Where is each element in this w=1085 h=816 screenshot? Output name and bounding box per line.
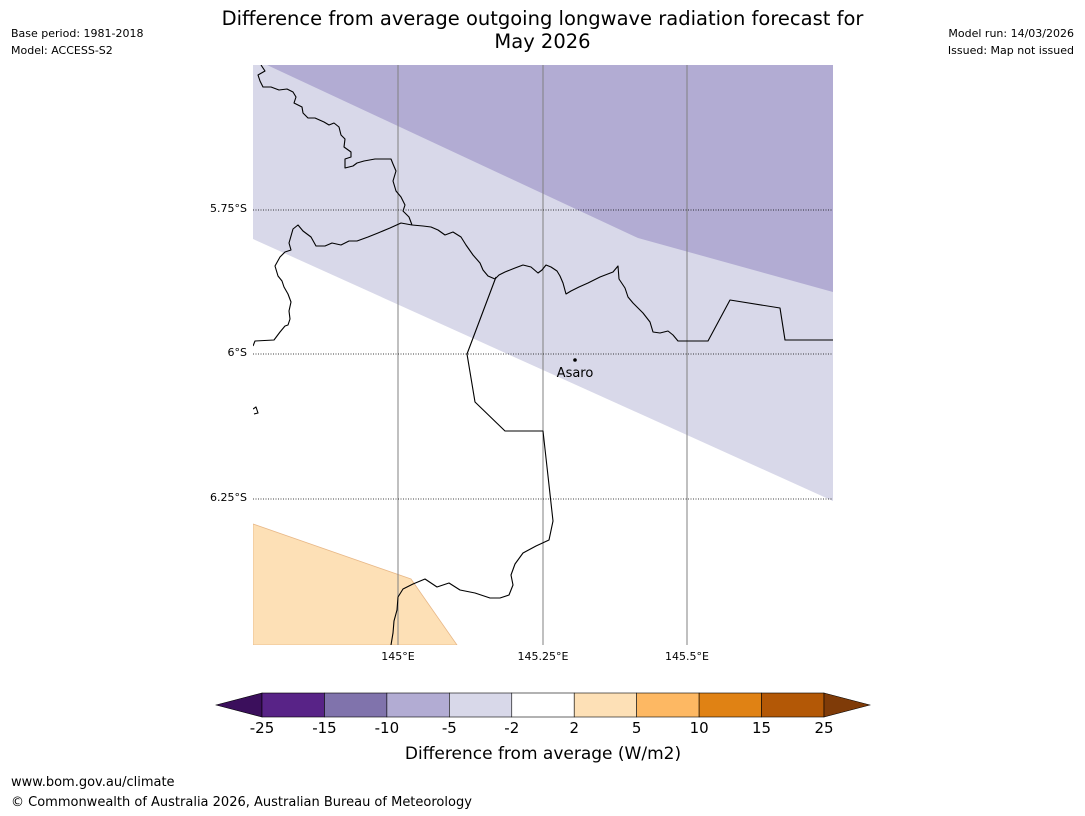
colorbar-segment [449,692,513,718]
colorbar-segment [698,692,762,718]
header-left: Base period: 1981-2018 Model: ACCESS-S2 [11,25,143,59]
footer-url: www.bom.gov.au/climate [11,775,175,790]
colorbar-extend-high [823,692,871,718]
colorbar-tick-label: -5 [441,719,457,737]
footer-copyright: © Commonwealth of Australia 2026, Austra… [11,795,472,810]
colorbar-segment [761,692,825,718]
colorbar-segment [511,692,575,718]
colorbar-tick-label: -10 [374,719,400,737]
border-west-fragment [253,406,259,415]
longitude-gridlines [397,65,688,645]
model-run-text: Model run: 14/03/2026 [948,27,1074,40]
province-borders [253,65,833,645]
map-title: Difference from average outgoing longwav… [0,7,1085,53]
colorbar-tick-label: -25 [249,719,275,737]
lat-label-6-25s: 6.25°S [210,491,247,504]
colorbar-segment [573,692,637,718]
lon-label-145-5e: 145.5°E [665,650,709,663]
anomaly-band-plus-2-to-5 [253,523,458,645]
lat-label-6s: 6°S [227,346,247,359]
colorbar-tick-label: -15 [312,719,337,737]
colorbar-segment [386,692,450,718]
colorbar-tick-label: 5 [631,719,642,737]
lat-label-5-75s: 5.75°S [210,202,247,215]
colorbar-tick-label: -2 [504,719,520,737]
colorbar-segment [261,692,325,718]
border-central [253,222,833,347]
colorbar-tick-label: 25 [814,719,834,737]
town-marker-asaro [573,358,577,362]
lon-label-145-25e: 145.25°E [517,650,569,663]
model-text: Model: ACCESS-S2 [11,44,113,57]
header-right: Model run: 14/03/2026 Issued: Map not is… [948,25,1074,59]
colorbar-segments [261,692,825,718]
colorbar-segment [324,692,388,718]
colorbar-tick-label: 10 [689,719,709,737]
issued-text: Issued: Map not issued [947,44,1074,57]
colorbar-title: Difference from average (W/m2) [404,744,682,764]
colorbar-tick-label: 15 [752,719,772,737]
title-line-1: Difference from average outgoing longwav… [221,7,864,30]
town-label-asaro: Asaro [557,366,594,381]
lon-label-145e: 145°E [381,650,415,663]
colorbar-extend-low [215,692,263,718]
border-north [257,65,413,226]
border-south [390,276,554,645]
colorbar-tick-label: 2 [569,719,579,737]
forecast-map: Asaro [253,65,833,645]
colorbar [215,692,871,718]
anomaly-band-minus-10-to-5 [267,65,833,292]
base-period-text: Base period: 1981-2018 [11,27,144,40]
title-line-2: May 2026 [494,30,591,53]
colorbar-segment [636,692,700,718]
latitude-gridlines [253,209,833,500]
